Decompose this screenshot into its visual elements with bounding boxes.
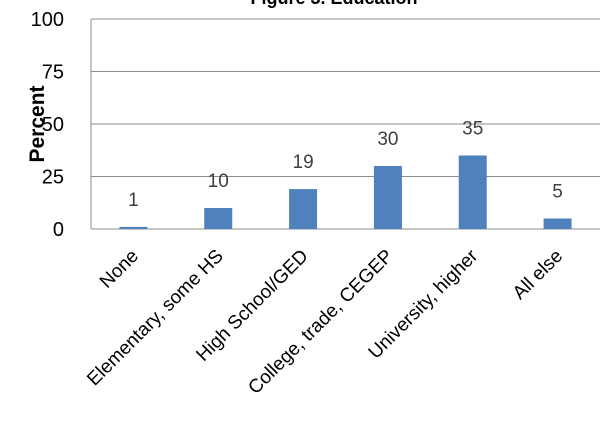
category-label: None xyxy=(96,246,143,293)
bar xyxy=(373,166,402,229)
gridlines xyxy=(90,18,600,230)
category-label: All else xyxy=(509,246,567,304)
bar xyxy=(458,155,487,229)
chart-title: Figure 3. Education xyxy=(250,0,417,8)
data-labels: 1 10 19 30 35 5 xyxy=(128,119,563,211)
bar xyxy=(119,226,148,229)
data-label: 30 xyxy=(377,129,398,150)
bar xyxy=(543,218,572,229)
category-label: Elementary, some HS xyxy=(83,246,228,391)
data-label: 5 xyxy=(552,182,563,203)
y-tick-label: 50 xyxy=(42,114,64,136)
data-label: 35 xyxy=(462,119,483,140)
bar xyxy=(289,189,318,229)
y-tick-label: 75 xyxy=(42,62,64,84)
y-tick-label: 0 xyxy=(53,219,64,241)
y-tick-label: 100 xyxy=(31,9,64,31)
data-label: 19 xyxy=(293,152,314,173)
bar xyxy=(204,208,233,229)
bars xyxy=(119,155,572,229)
y-tick-label: 25 xyxy=(42,167,64,189)
y-axis-ticks: 0 25 50 75 100 xyxy=(31,9,64,241)
data-label: 1 xyxy=(128,190,139,211)
category-label: College, trade, CEGEP xyxy=(244,246,397,399)
data-label: 10 xyxy=(208,171,229,192)
y-axis-title: Percent xyxy=(26,85,49,162)
